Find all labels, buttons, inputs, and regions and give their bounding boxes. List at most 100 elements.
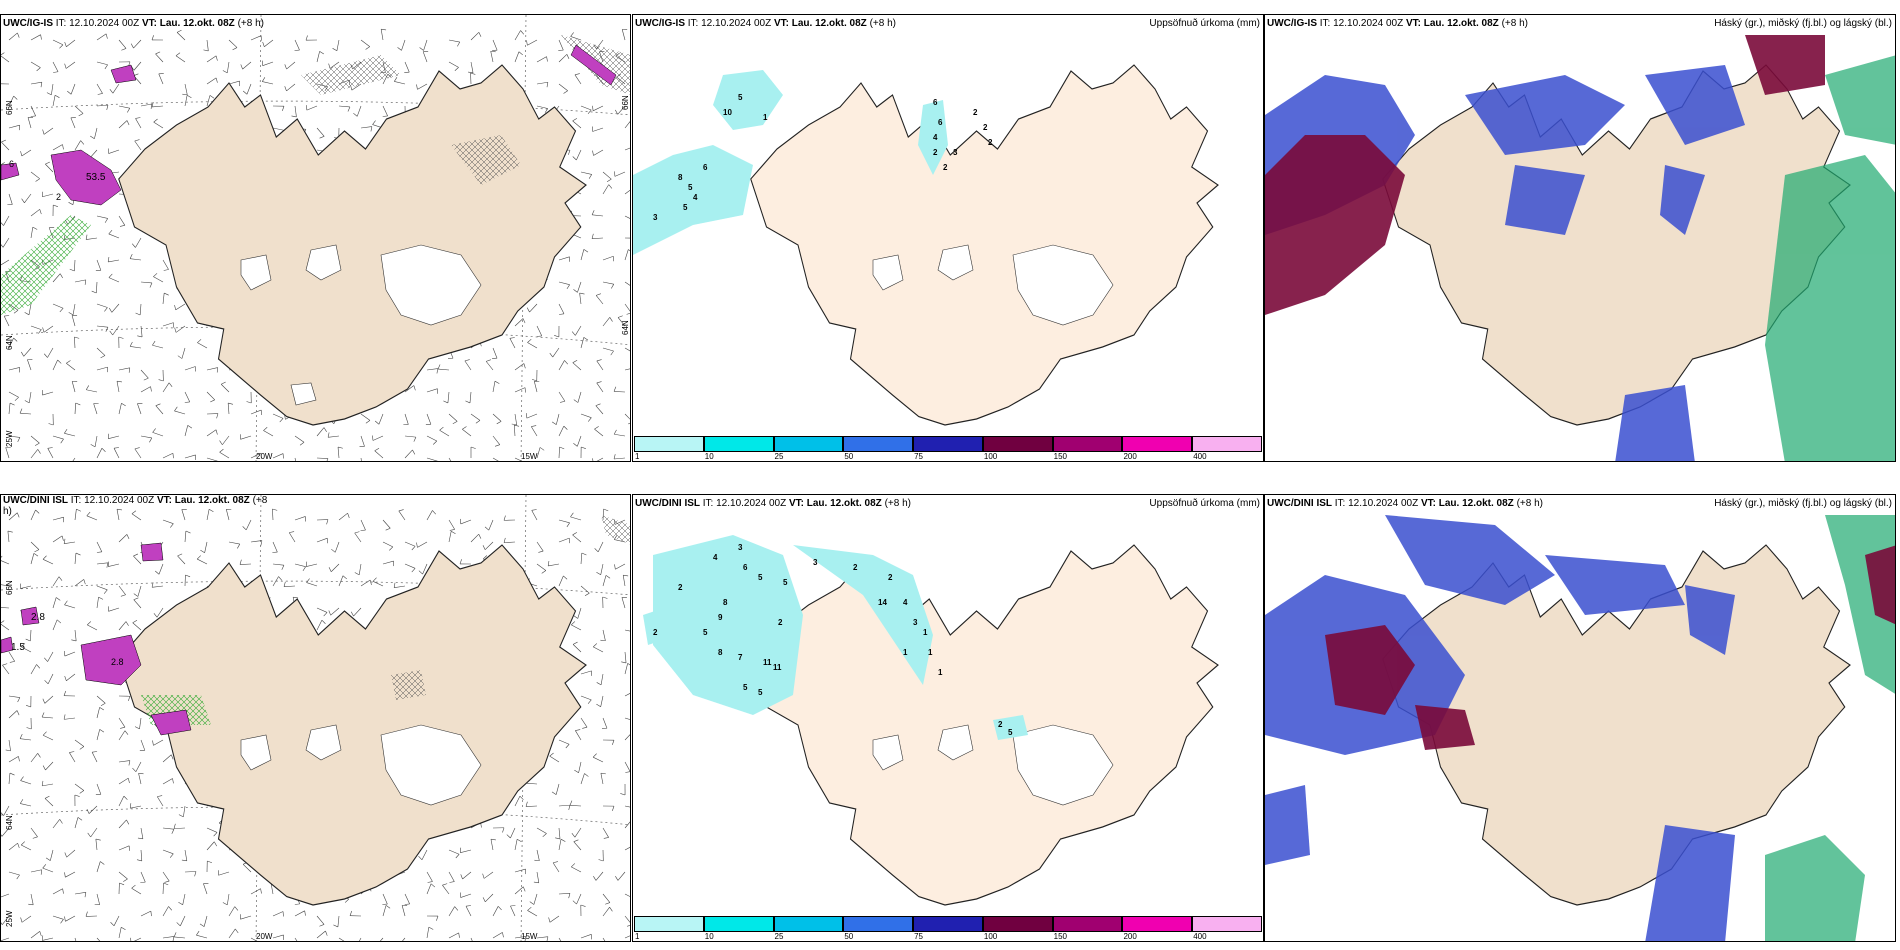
wind-barb bbox=[558, 839, 562, 851]
wind-barb-flag bbox=[555, 837, 561, 840]
wind-barb bbox=[580, 171, 592, 175]
wind-barb-flag bbox=[86, 808, 90, 814]
wind-barb bbox=[536, 325, 543, 337]
wind-barb bbox=[272, 413, 284, 419]
wind-barb bbox=[90, 827, 98, 838]
wind-barb bbox=[8, 739, 11, 751]
wind-barb-flag bbox=[13, 310, 19, 314]
wind-barb bbox=[548, 563, 560, 567]
wind-barb-flag bbox=[462, 426, 467, 430]
wind-barb-flag bbox=[325, 930, 328, 936]
wind-barb-flag bbox=[69, 751, 75, 753]
wind-barb-flag bbox=[60, 919, 64, 924]
wind-barb-flag bbox=[538, 550, 544, 553]
wind-barb bbox=[158, 563, 164, 575]
wind-barb-flag bbox=[523, 363, 526, 369]
wind-barb bbox=[354, 532, 362, 543]
wind-barb bbox=[111, 303, 120, 313]
wind-barb bbox=[24, 193, 32, 203]
wind-barb-flag bbox=[369, 579, 372, 585]
wind-barb-flag bbox=[143, 377, 149, 381]
wind-barb bbox=[270, 883, 274, 895]
precip-value-label: 4 bbox=[903, 598, 908, 607]
wind-barb-flag bbox=[470, 72, 476, 75]
wind-barb bbox=[514, 30, 521, 41]
wind-barb bbox=[140, 281, 152, 284]
wind-barb-flag bbox=[548, 917, 551, 923]
wind-barb-flag bbox=[404, 903, 410, 905]
wind-barb bbox=[156, 607, 164, 618]
wind-barb bbox=[570, 36, 582, 41]
wind-barb bbox=[465, 906, 472, 917]
lat-label: 66N bbox=[621, 95, 630, 110]
wind-barb bbox=[316, 127, 325, 137]
wind-barb bbox=[624, 693, 630, 697]
wind-barb bbox=[134, 140, 142, 151]
colorbar-swatch bbox=[634, 436, 704, 452]
wind-barb bbox=[577, 435, 582, 447]
wind-barb-flag bbox=[116, 508, 122, 511]
precip-value-label: 3 bbox=[813, 558, 818, 567]
wind-barb-flag bbox=[563, 90, 568, 94]
high-cloud bbox=[1265, 35, 1825, 315]
wind-barb bbox=[288, 532, 296, 543]
precip-value-label: 5 bbox=[1008, 728, 1013, 737]
wind-barb bbox=[262, 61, 274, 66]
wind-barb bbox=[135, 237, 142, 248]
wind-barb-flag bbox=[100, 861, 105, 865]
wind-barb bbox=[250, 35, 262, 41]
panel-wind-pressure-top: UWC/IG-IS IT: 12.10.2024 00Z VT: Lau. 12… bbox=[0, 14, 631, 462]
wind-barb bbox=[421, 849, 428, 860]
wind-barb-flag bbox=[503, 515, 506, 521]
wind-barb-flag bbox=[42, 698, 46, 704]
wind-barb bbox=[152, 585, 164, 588]
wind-barb bbox=[439, 430, 450, 437]
wind-barb-flag bbox=[121, 48, 127, 51]
wind-barb-flag bbox=[302, 566, 306, 572]
wind-barb-flag bbox=[24, 312, 30, 316]
wind-barb-flag bbox=[87, 621, 92, 626]
wind-barb-flag bbox=[566, 284, 570, 290]
wind-barb bbox=[580, 105, 592, 111]
lat-label: 64N bbox=[5, 815, 14, 830]
wind-barb bbox=[624, 893, 630, 897]
wind-barb-flag bbox=[74, 794, 80, 797]
wind-barb bbox=[74, 337, 76, 349]
wind-barb-flag bbox=[121, 926, 126, 931]
wind-barb bbox=[42, 867, 54, 873]
wind-barb bbox=[338, 937, 345, 941]
wind-barb-flag bbox=[389, 546, 394, 551]
wind-barb bbox=[622, 575, 626, 587]
wind-barb bbox=[404, 541, 416, 547]
wind-barb bbox=[206, 841, 215, 851]
colorbar-swatch bbox=[1192, 436, 1262, 452]
wind-barb-flag bbox=[209, 95, 215, 99]
wind-barb-flag bbox=[497, 906, 502, 911]
wind-barb bbox=[174, 936, 186, 939]
wind-barb bbox=[602, 827, 609, 838]
wind-barb-flag bbox=[155, 51, 161, 55]
wind-barb bbox=[294, 516, 306, 521]
wind-barb-flag bbox=[64, 675, 67, 681]
lon-label: 15W bbox=[521, 452, 538, 461]
wind-barb bbox=[514, 457, 523, 461]
wind-barb bbox=[394, 81, 406, 85]
wind-barb bbox=[74, 937, 77, 941]
wind-barb bbox=[70, 117, 76, 129]
wind-barb-flag bbox=[43, 353, 48, 358]
lon-label: 20W bbox=[256, 452, 273, 461]
wind-barb bbox=[338, 575, 344, 587]
wind-barb-flag bbox=[385, 905, 391, 909]
wind-barb-flag bbox=[544, 108, 548, 113]
wind-barb bbox=[96, 893, 100, 905]
wind-barb bbox=[140, 103, 152, 107]
precip-value-label: 4 bbox=[693, 193, 698, 202]
precip-value-label: 2 bbox=[778, 618, 783, 627]
wind-barb bbox=[1, 584, 10, 587]
wind-barb bbox=[118, 927, 122, 939]
wind-barb bbox=[514, 387, 526, 393]
precip-areas bbox=[633, 70, 948, 255]
colorbar-tick: 50 bbox=[844, 932, 854, 941]
wind-barb bbox=[426, 927, 430, 939]
precip-value-label: 5 bbox=[688, 183, 693, 192]
